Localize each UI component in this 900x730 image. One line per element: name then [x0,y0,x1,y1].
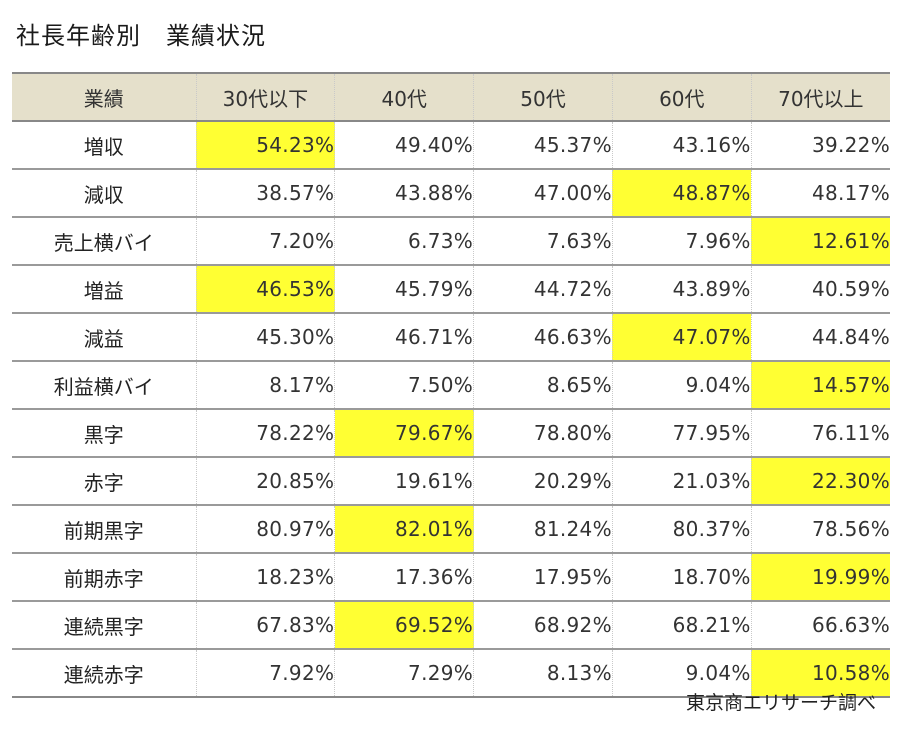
table-body: 増収 54.23% 49.40% 45.37% 43.16% 39.22% 減収 38.57%… [12,121,890,698]
table-row: 減収 38.57% 43.88% 47.00% 48.87% 48.17% [12,169,890,218]
table-row: 増収 54.23% 49.40% 45.37% 43.16% 39.22% [12,121,890,170]
column-header-40s: 40代 [334,72,474,122]
value-cell: 80.37% [611,505,752,554]
value-cell: 6.73% [334,217,474,266]
value-cell-highlighted: 47.07% [611,313,752,362]
header-row: 業績 30代以下 40代 50代 60代 70代以上 [12,72,890,122]
value-cell: 8.65% [473,361,613,410]
table-row: 売上横バイ 7.20% 6.73% 7.63% 7.96% 12.61% [12,217,890,266]
table-row: 利益横バイ 8.17% 7.50% 8.65% 9.04% 14.57% [12,361,890,410]
value-cell: 7.50% [334,361,474,410]
value-cell: 17.36% [334,553,474,602]
value-cell: 76.11% [750,409,890,458]
table-row: 連続黒字 67.83% 69.52% 68.92% 68.21% 66.63% [12,601,890,650]
value-cell-highlighted: 69.52% [334,601,474,650]
table-row: 減益 45.30% 46.71% 46.63% 47.07% 44.84% [12,313,890,362]
value-cell-highlighted: 54.23% [195,121,335,170]
value-cell-highlighted: 79.67% [334,409,474,458]
row-label: 利益横バイ [12,361,196,410]
value-cell: 43.88% [334,169,474,218]
table-row: 赤字 20.85% 19.61% 20.29% 21.03% 22.30% [12,457,890,506]
row-label: 増益 [12,265,196,314]
value-cell: 78.22% [195,409,335,458]
value-cell-highlighted: 82.01% [334,505,474,554]
table-row: 前期黒字 80.97% 82.01% 81.24% 80.37% 78.56% [12,505,890,554]
row-label: 黒字 [12,409,196,458]
table-row: 前期赤字 18.23% 17.36% 17.95% 18.70% 19.99% [12,553,890,602]
value-cell: 7.96% [611,217,752,266]
value-cell-highlighted: 46.53% [195,265,335,314]
value-cell: 20.29% [473,457,613,506]
value-cell: 47.00% [473,169,613,218]
value-cell: 44.84% [750,313,890,362]
row-label: 前期赤字 [12,553,196,602]
value-cell: 67.83% [195,601,335,650]
value-cell: 9.04% [611,361,752,410]
value-cell-highlighted: 22.30% [750,457,890,506]
value-cell: 40.59% [750,265,890,314]
column-header-60s: 60代 [611,72,752,122]
value-cell-highlighted: 14.57% [750,361,890,410]
value-cell: 19.61% [334,457,474,506]
value-cell: 44.72% [473,265,613,314]
value-cell: 7.92% [195,649,335,698]
value-cell: 20.85% [195,457,335,506]
table-row: 連続赤字 7.92% 7.29% 8.13% 9.04% 10.58% [12,649,890,698]
row-label: 赤字 [12,457,196,506]
value-cell-highlighted: 19.99% [750,553,890,602]
value-cell: 18.23% [195,553,335,602]
row-label: 前期黒字 [12,505,196,554]
value-cell: 78.56% [750,505,890,554]
table-title: 社長年齢別 業績状況 [16,22,266,50]
value-cell: 66.63% [750,601,890,650]
column-header-30s-and-under: 30代以下 [195,72,335,122]
value-cell: 45.37% [473,121,613,170]
value-cell-highlighted: 12.61% [750,217,890,266]
value-cell: 7.20% [195,217,335,266]
value-cell: 8.17% [195,361,335,410]
value-cell: 68.92% [473,601,613,650]
value-cell: 81.24% [473,505,613,554]
value-cell: 43.89% [611,265,752,314]
row-label: 連続赤字 [12,649,196,698]
column-header-50s: 50代 [473,72,613,122]
value-cell: 80.97% [195,505,335,554]
value-cell: 46.63% [473,313,613,362]
value-cell-highlighted: 48.87% [611,169,752,218]
value-cell: 77.95% [611,409,752,458]
value-cell: 21.03% [611,457,752,506]
value-cell: 49.40% [334,121,474,170]
value-cell: 46.71% [334,313,474,362]
row-label: 増収 [12,121,196,170]
value-cell: 39.22% [750,121,890,170]
column-header-70s-and-over: 70代以上 [750,72,890,122]
source-note: 東京商エリサーチ調べ [685,692,876,714]
value-cell: 17.95% [473,553,613,602]
column-header-performance: 業績 [12,72,196,122]
row-label: 連続黒字 [12,601,196,650]
value-cell: 7.29% [334,649,474,698]
row-label: 減収 [12,169,196,218]
results-table: 業績 30代以下 40代 50代 60代 70代以上 増収 54.23% 49.40… [12,72,890,698]
value-cell-highlighted: 10.58% [750,649,890,698]
value-cell: 48.17% [750,169,890,218]
value-cell: 9.04% [611,649,752,698]
value-cell: 45.79% [334,265,474,314]
row-label: 減益 [12,313,196,362]
value-cell: 45.30% [195,313,335,362]
table-row: 増益 46.53% 45.79% 44.72% 43.89% 40.59% [12,265,890,314]
table-row: 黒字 78.22% 79.67% 78.80% 77.95% 76.11% [12,409,890,458]
value-cell: 68.21% [611,601,752,650]
row-label: 売上横バイ [12,217,196,266]
value-cell: 8.13% [473,649,613,698]
value-cell: 43.16% [611,121,752,170]
value-cell: 78.80% [473,409,613,458]
value-cell: 7.63% [473,217,613,266]
value-cell: 18.70% [611,553,752,602]
value-cell: 38.57% [195,169,335,218]
